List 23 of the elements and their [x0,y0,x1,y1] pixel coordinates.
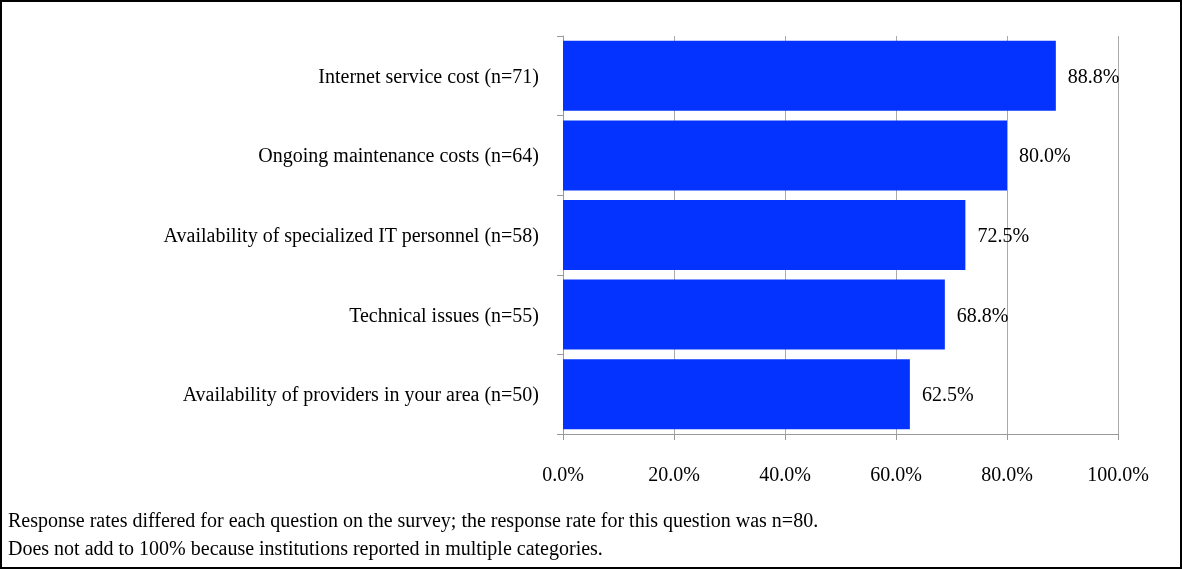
text: Response rates differed for each question on the survey; the response rate for this question was n=80. [8,509,819,532]
x-tick-label: 40.0% [759,463,811,485]
data-label: 62.5% [921,383,974,406]
bar [563,359,910,430]
bar [563,199,966,271]
data-label: 68.8% [956,303,1009,326]
bar [563,120,1007,191]
y-tick-label: Internet service cost (n=71) [318,64,539,88]
x-tick-label: 100.0% [1087,463,1149,485]
bar [563,40,1056,111]
data-label: 88.8% [1067,64,1120,87]
x-tick-label: 60.0% [870,463,922,485]
y-tick-label: Availability of providers in your area (n=50) [182,383,539,407]
bar [563,279,945,350]
x-tick-label: 0.0% [542,463,584,485]
y-tick-label: Technical issues (n=55) [349,303,539,327]
x-tick-label: 20.0% [648,463,700,485]
data-label: 80.0% [1019,144,1071,167]
data-label: 72.5% [977,224,1030,246]
y-tick-label: Availability of specialized IT personnel (n=58) [163,224,539,247]
y-tick-label: Ongoing maintenance costs (n=64) [258,144,539,168]
x-tick-label: 80.0% [981,463,1033,485]
text: Does not add to 100% because institutions reported in multiple categories. [8,537,603,560]
